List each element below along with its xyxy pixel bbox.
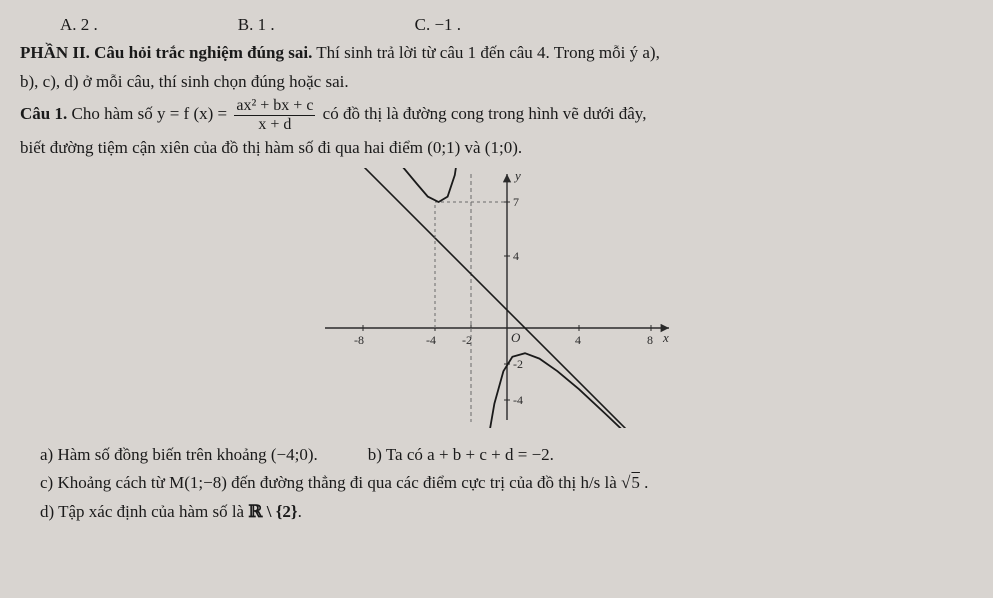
opts-row-ab: a) Hàm số đồng biến trên khoảng (−4;0). …: [40, 442, 973, 468]
opt-d-pre: d) Tập xác định của hàm số là: [40, 502, 248, 521]
function-graph: yxO-8-4-2481274-2-4: [317, 168, 677, 428]
svg-text:x: x: [662, 330, 669, 345]
top-answer-c: C. −1 .: [415, 12, 461, 38]
opt-c-post: .: [640, 473, 649, 492]
top-answer-a: A. 2 .: [60, 12, 98, 38]
top-answer-b: B. 1 .: [238, 12, 275, 38]
graph-container: yxO-8-4-2481274-2-4: [20, 168, 973, 436]
q1-frac-den: x + d: [234, 116, 315, 134]
q1-fraction: ax² + bx + c x + d: [234, 97, 315, 133]
svg-text:O: O: [511, 330, 521, 345]
q1-lead-bold: Câu 1.: [20, 104, 67, 123]
opt-d: d) Tập xác định của hàm số là ℝ \ {2}.: [40, 499, 973, 525]
svg-text:-8: -8: [354, 333, 364, 347]
top-answer-row: A. 2 . B. 1 . C. −1 .: [60, 12, 973, 38]
opt-d-post: .: [298, 502, 302, 521]
q1-frac-num: ax² + bx + c: [234, 97, 315, 116]
svg-text:-4: -4: [513, 393, 523, 407]
part2-heading-rest: Thí sinh trả lời từ câu 1 đến câu 4. Tro…: [312, 43, 659, 62]
opt-a: a) Hàm số đồng biến trên khoảng (−4;0).: [40, 442, 318, 468]
svg-text:y: y: [513, 168, 521, 183]
opt-b: b) Ta có a + b + c + d = −2.: [368, 442, 554, 468]
svg-text:8: 8: [647, 333, 653, 347]
q1-line2: biết đường tiệm cận xiên của đồ thị hàm …: [20, 135, 973, 161]
opt-d-set: ℝ \ {2}: [248, 502, 297, 521]
q1-lead-text: Cho hàm số y = f (x) =: [67, 104, 231, 123]
part2-heading-bold: PHẦN II. Câu hỏi trắc nghiệm đúng sai.: [20, 43, 312, 62]
svg-text:7: 7: [513, 195, 519, 209]
opt-c: c) Khoảng cách từ M(1;−8) đến đường thẳn…: [40, 470, 973, 496]
svg-text:4: 4: [513, 249, 519, 263]
opt-c-pre: c) Khoảng cách từ M(1;−8) đến đường thẳn…: [40, 473, 621, 492]
svg-text:-2: -2: [513, 357, 523, 371]
part2-header: PHẦN II. Câu hỏi trắc nghiệm đúng sai. T…: [20, 40, 973, 66]
svg-text:4: 4: [575, 333, 581, 347]
opt-c-sqrt: 5: [630, 473, 640, 492]
svg-text:-4: -4: [426, 333, 436, 347]
q1-line1: Câu 1. Cho hàm số y = f (x) = ax² + bx +…: [20, 97, 973, 133]
part2-line2: b), c), d) ở mỗi câu, thí sinh chọn đúng…: [20, 69, 973, 95]
q1-tail: có đồ thị là đường cong trong hình vẽ dư…: [323, 104, 647, 123]
